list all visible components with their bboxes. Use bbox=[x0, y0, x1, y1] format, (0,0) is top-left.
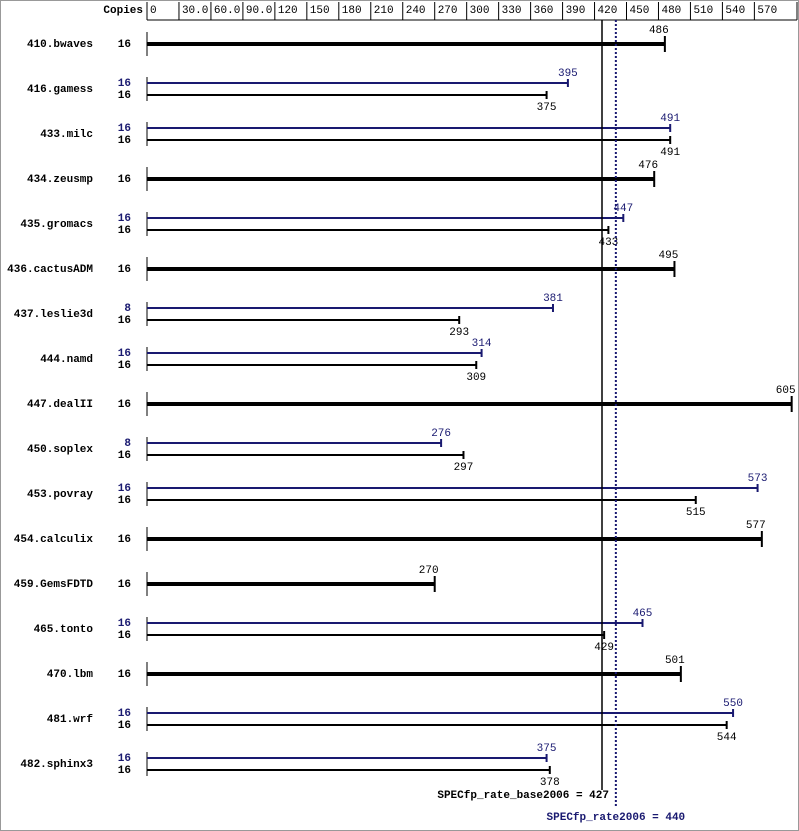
copies: 8 bbox=[124, 303, 131, 315]
copies: 16 bbox=[118, 618, 131, 630]
value-label: 395 bbox=[558, 68, 578, 80]
copies-header: Copies bbox=[103, 5, 143, 17]
copies: 16 bbox=[118, 135, 131, 147]
copies: 16 bbox=[118, 450, 131, 462]
value-label: 375 bbox=[537, 743, 557, 755]
copies: 16 bbox=[118, 579, 131, 591]
value-label: 515 bbox=[686, 507, 706, 519]
copies: 16 bbox=[118, 720, 131, 732]
value-label: 270 bbox=[419, 565, 439, 577]
copies: 16 bbox=[118, 348, 131, 360]
benchmark-name: 437.leslie3d bbox=[14, 309, 93, 321]
copies: 16 bbox=[118, 90, 131, 102]
copies: 16 bbox=[118, 264, 131, 276]
value-label: 433 bbox=[598, 237, 618, 249]
copies: 16 bbox=[118, 78, 131, 90]
copies: 16 bbox=[118, 225, 131, 237]
value-label: 605 bbox=[776, 385, 796, 397]
x-tick-label: 570 bbox=[757, 5, 777, 17]
x-tick-label: 120 bbox=[278, 5, 298, 17]
x-tick-label: 480 bbox=[661, 5, 681, 17]
benchmark-name: 447.dealII bbox=[27, 399, 93, 411]
value-label: 297 bbox=[454, 462, 474, 474]
value-label: 378 bbox=[540, 777, 560, 789]
benchmark-name: 453.povray bbox=[27, 489, 93, 501]
x-tick-label: 360 bbox=[534, 5, 554, 17]
benchmark-name: 482.sphinx3 bbox=[20, 759, 93, 771]
x-tick-label: 420 bbox=[598, 5, 618, 17]
benchmark-name: 450.soplex bbox=[27, 444, 93, 456]
value-label: 544 bbox=[717, 732, 737, 744]
value-label: 429 bbox=[594, 642, 614, 654]
x-tick-label: 30.0 bbox=[182, 5, 208, 17]
value-label: 573 bbox=[748, 473, 768, 485]
copies: 8 bbox=[124, 438, 131, 450]
value-label: 465 bbox=[633, 608, 653, 620]
value-label: 495 bbox=[659, 250, 679, 262]
x-tick-label: 450 bbox=[630, 5, 650, 17]
reference-label: SPECfp_rate_base2006 = 427 bbox=[437, 790, 609, 802]
value-label: 314 bbox=[472, 338, 492, 350]
value-label: 577 bbox=[746, 520, 766, 532]
copies: 16 bbox=[118, 708, 131, 720]
x-tick-label: 510 bbox=[693, 5, 713, 17]
benchmark-name: 470.lbm bbox=[47, 669, 94, 681]
value-label: 486 bbox=[649, 25, 669, 37]
value-label: 476 bbox=[638, 160, 658, 172]
benchmark-name: 410.bwaves bbox=[27, 39, 93, 51]
benchmark-name: 481.wrf bbox=[47, 714, 94, 726]
copies: 16 bbox=[118, 123, 131, 135]
x-tick-label: 0 bbox=[150, 5, 157, 17]
benchmark-name: 436.cactusADM bbox=[7, 264, 93, 276]
copies: 16 bbox=[118, 753, 131, 765]
x-tick-label: 540 bbox=[725, 5, 745, 17]
x-tick-label: 90.0 bbox=[246, 5, 272, 17]
x-tick-label: 300 bbox=[470, 5, 490, 17]
value-label: 381 bbox=[543, 293, 563, 305]
copies: 16 bbox=[118, 315, 131, 327]
copies: 16 bbox=[118, 399, 131, 411]
benchmark-name: 465.tonto bbox=[34, 624, 94, 636]
copies: 16 bbox=[118, 630, 131, 642]
reference-label: SPECfp_rate2006 = 440 bbox=[547, 812, 686, 824]
benchmark-name: 416.gamess bbox=[27, 84, 93, 96]
x-tick-label: 210 bbox=[374, 5, 394, 17]
value-label: 375 bbox=[537, 102, 557, 114]
copies: 16 bbox=[118, 495, 131, 507]
benchmark-name: 433.milc bbox=[40, 129, 93, 141]
copies: 16 bbox=[118, 174, 131, 186]
value-label: 550 bbox=[723, 698, 743, 710]
benchmark-name: 454.calculix bbox=[14, 534, 94, 546]
benchmark-name: 459.GemsFDTD bbox=[14, 579, 94, 591]
x-tick-label: 330 bbox=[502, 5, 522, 17]
copies: 16 bbox=[118, 213, 131, 225]
x-tick-label: 390 bbox=[566, 5, 586, 17]
copies: 16 bbox=[118, 39, 131, 51]
x-tick-label: 240 bbox=[406, 5, 426, 17]
copies: 16 bbox=[118, 534, 131, 546]
benchmark-name: 435.gromacs bbox=[20, 219, 93, 231]
copies: 16 bbox=[118, 669, 131, 681]
value-label: 276 bbox=[431, 428, 451, 440]
benchmark-name: 434.zeusmp bbox=[27, 174, 93, 186]
value-label: 309 bbox=[466, 372, 486, 384]
x-tick-label: 180 bbox=[342, 5, 362, 17]
x-tick-label: 60.0 bbox=[214, 5, 240, 17]
value-label: 447 bbox=[613, 203, 633, 215]
x-tick-label: 150 bbox=[310, 5, 330, 17]
copies: 16 bbox=[118, 765, 131, 777]
copies: 16 bbox=[118, 360, 131, 372]
benchmark-name: 444.namd bbox=[40, 354, 93, 366]
value-label: 491 bbox=[660, 113, 680, 125]
value-label: 491 bbox=[660, 147, 680, 159]
value-label: 293 bbox=[449, 327, 469, 339]
copies: 16 bbox=[118, 483, 131, 495]
value-label: 501 bbox=[665, 655, 685, 667]
x-tick-label: 270 bbox=[438, 5, 458, 17]
